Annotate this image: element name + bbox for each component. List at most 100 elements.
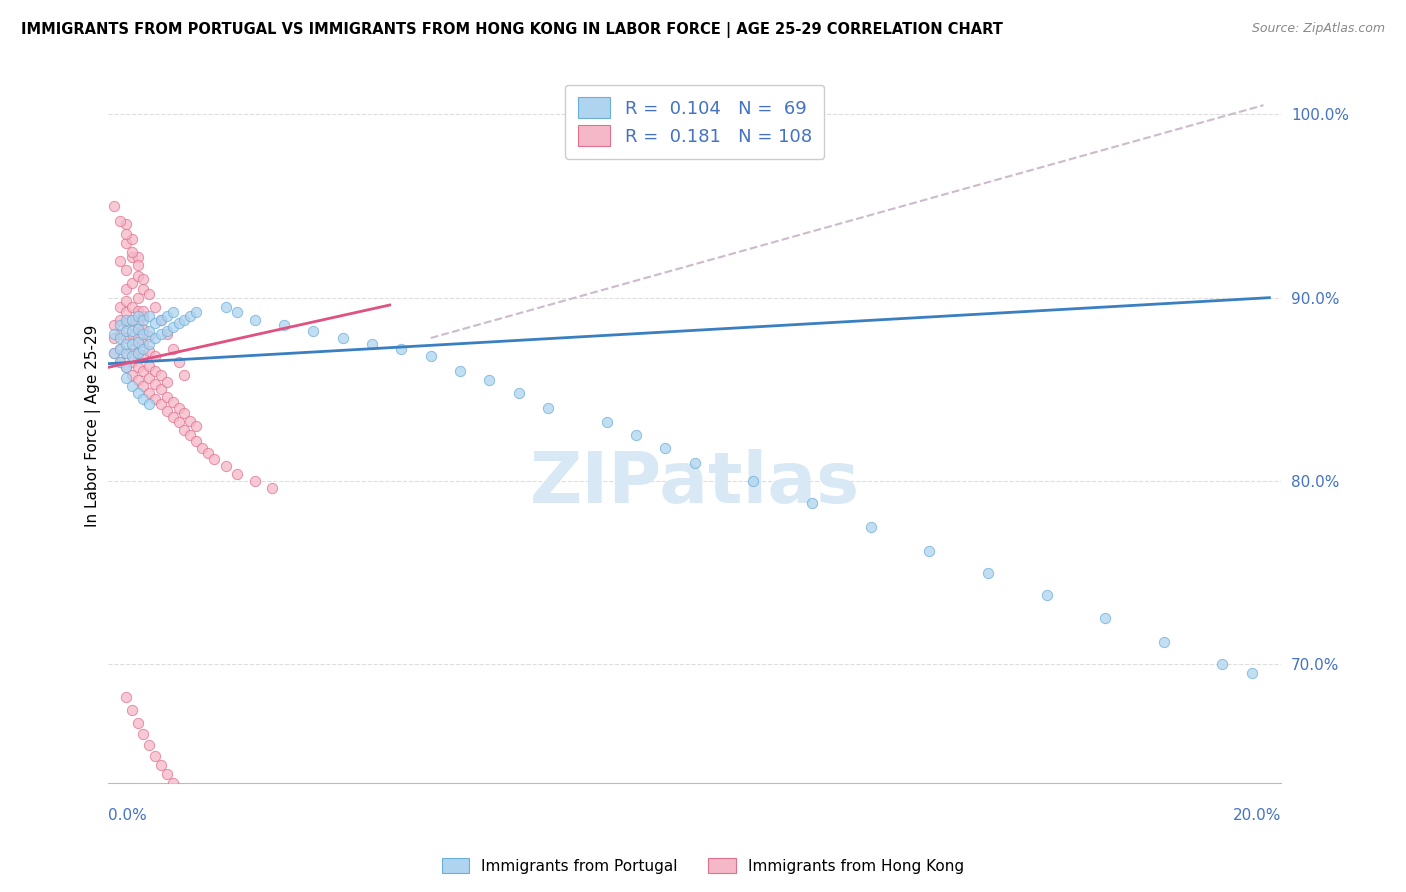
- Point: [103, 345, 125, 359]
- Point: [108, 355, 131, 369]
- Point: [173, 423, 195, 437]
- Point: [121, 232, 143, 246]
- Point: [121, 336, 143, 351]
- Point: [115, 371, 138, 385]
- Point: [179, 428, 201, 442]
- Point: [121, 251, 143, 265]
- Point: [800, 496, 823, 510]
- Text: IMMIGRANTS FROM PORTUGAL VS IMMIGRANTS FROM HONG KONG IN LABOR FORCE | AGE 25-29: IMMIGRANTS FROM PORTUGAL VS IMMIGRANTS F…: [21, 22, 1002, 38]
- Point: [127, 268, 149, 283]
- Point: [162, 320, 184, 334]
- Point: [121, 327, 143, 342]
- Point: [173, 786, 195, 800]
- Point: [138, 287, 160, 301]
- Point: [202, 804, 225, 818]
- Point: [115, 235, 138, 250]
- Point: [179, 413, 201, 427]
- Point: [202, 452, 225, 467]
- Point: [1035, 588, 1057, 602]
- Point: [115, 227, 138, 241]
- Point: [302, 324, 325, 338]
- Point: [419, 349, 441, 363]
- Point: [918, 543, 941, 558]
- Point: [138, 336, 160, 351]
- Point: [143, 316, 166, 330]
- Point: [156, 324, 179, 338]
- Point: [138, 386, 160, 401]
- Point: [115, 218, 138, 232]
- Point: [150, 312, 173, 326]
- Point: [121, 312, 143, 326]
- Text: Source: ZipAtlas.com: Source: ZipAtlas.com: [1251, 22, 1385, 36]
- Point: [132, 342, 155, 356]
- Point: [127, 322, 149, 336]
- Point: [138, 309, 160, 323]
- Point: [167, 355, 190, 369]
- Point: [121, 312, 143, 326]
- Point: [127, 258, 149, 272]
- Point: [121, 355, 143, 369]
- Point: [243, 312, 266, 326]
- Point: [191, 797, 214, 811]
- Point: [115, 345, 138, 359]
- Point: [226, 467, 249, 481]
- Point: [108, 331, 131, 345]
- Point: [115, 360, 138, 375]
- Point: [226, 305, 249, 319]
- Point: [132, 378, 155, 392]
- Point: [156, 309, 179, 323]
- Point: [179, 789, 201, 804]
- Point: [156, 390, 179, 404]
- Point: [121, 368, 143, 382]
- Point: [115, 331, 138, 345]
- Point: [138, 359, 160, 373]
- Point: [127, 316, 149, 330]
- Point: [179, 309, 201, 323]
- Point: [150, 382, 173, 396]
- Point: [108, 213, 131, 227]
- Point: [127, 716, 149, 731]
- Point: [132, 312, 155, 326]
- Point: [121, 349, 143, 363]
- Legend: R =  0.104   N =  69, R =  0.181   N = 108: R = 0.104 N = 69, R = 0.181 N = 108: [565, 85, 824, 159]
- Point: [167, 316, 190, 330]
- Point: [214, 300, 236, 314]
- Point: [173, 368, 195, 382]
- Point: [132, 281, 155, 295]
- Point: [1094, 611, 1116, 625]
- Point: [624, 428, 647, 442]
- Point: [167, 782, 190, 797]
- Point: [1153, 635, 1175, 649]
- Point: [115, 690, 138, 705]
- Point: [132, 327, 155, 342]
- Point: [127, 345, 149, 359]
- Point: [127, 291, 149, 305]
- Point: [121, 276, 143, 290]
- Point: [132, 392, 155, 406]
- Point: [186, 305, 208, 319]
- Legend: Immigrants from Portugal, Immigrants from Hong Kong: Immigrants from Portugal, Immigrants fro…: [436, 852, 970, 880]
- Point: [143, 749, 166, 764]
- Point: [150, 312, 173, 326]
- Point: [654, 441, 676, 455]
- Point: [186, 434, 208, 448]
- Point: [127, 251, 149, 265]
- Point: [108, 312, 131, 326]
- Point: [121, 244, 143, 259]
- Point: [977, 566, 1000, 580]
- Point: [186, 793, 208, 807]
- Point: [262, 481, 284, 495]
- Point: [214, 459, 236, 474]
- Point: [1211, 657, 1233, 672]
- Point: [103, 331, 125, 345]
- Point: [138, 329, 160, 343]
- Point: [332, 331, 354, 345]
- Point: [150, 758, 173, 772]
- Y-axis label: In Labor Force | Age 25-29: In Labor Force | Age 25-29: [86, 325, 101, 527]
- Point: [191, 441, 214, 455]
- Point: [156, 375, 179, 389]
- Point: [132, 309, 155, 323]
- Point: [138, 397, 160, 411]
- Point: [132, 303, 155, 318]
- Point: [150, 368, 173, 382]
